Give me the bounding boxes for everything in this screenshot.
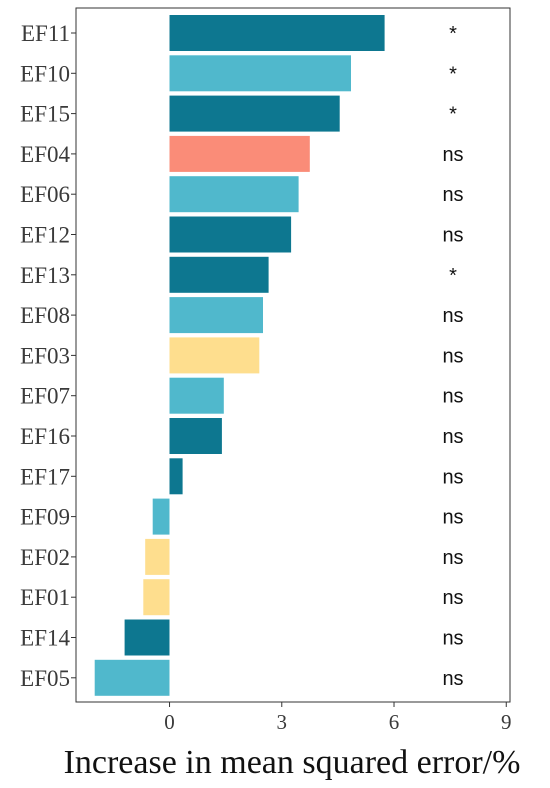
y-tick-label: EF11 — [21, 21, 70, 46]
x-tick-label: 9 — [501, 710, 512, 734]
y-tick-label: EF02 — [20, 545, 70, 570]
y-tick-label: EF12 — [20, 223, 70, 248]
significance-label: * — [449, 23, 457, 45]
bars-layer — [94, 15, 385, 696]
y-tick-label: EF08 — [20, 303, 70, 328]
significance-label: ns — [442, 184, 463, 206]
significance-label: ns — [442, 466, 463, 488]
bar-ef17 — [169, 458, 183, 495]
x-tick-label: 3 — [277, 710, 288, 734]
bar-ef06 — [169, 176, 299, 213]
y-tick-label: EF15 — [20, 102, 70, 127]
y-tick-label: EF07 — [20, 384, 70, 409]
significance-label: ns — [442, 587, 463, 609]
bar-ef11 — [169, 15, 385, 51]
bar-ef01 — [143, 579, 170, 616]
bar-ef09 — [152, 498, 170, 535]
y-tick-label: EF16 — [20, 424, 70, 449]
significance-label: ns — [442, 668, 463, 690]
significance-label: ns — [442, 144, 463, 166]
significance-label: ns — [442, 628, 463, 650]
bar-ef02 — [145, 538, 170, 575]
bar-ef05 — [94, 659, 170, 696]
bar-ef14 — [124, 619, 170, 656]
bar-ef13 — [169, 256, 269, 293]
bar-ef16 — [169, 418, 222, 454]
y-tick-label: EF09 — [20, 505, 70, 530]
significance-label: ns — [442, 345, 463, 367]
y-tick-label: EF04 — [20, 142, 70, 167]
y-tick-label: EF13 — [20, 263, 70, 288]
bar-ef03 — [169, 337, 260, 374]
x-tick-label: 0 — [164, 710, 175, 734]
significance-label: ns — [442, 426, 463, 448]
significance-label: ns — [442, 547, 463, 569]
bar-ef10 — [169, 55, 351, 92]
y-tick-label: EF10 — [20, 61, 70, 86]
significance-label: ns — [442, 507, 463, 529]
y-tick-label: EF01 — [20, 585, 70, 610]
y-tick-label: EF03 — [20, 343, 70, 368]
significance-layer: * * * ns ns ns * ns ns ns ns ns ns ns ns ns ns — [442, 23, 463, 690]
significance-label: * — [449, 265, 457, 287]
bar-ef12 — [169, 216, 292, 253]
significance-label: ns — [442, 386, 463, 408]
x-axis: 0 3 6 9 — [164, 702, 512, 734]
y-axis: EF11 EF10 EF15 EF04 EF06 EF12 EF13 EF08 EF03 EF07… — [20, 21, 76, 691]
significance-label: * — [449, 63, 457, 85]
y-tick-label: EF17 — [20, 464, 70, 489]
significance-label: * — [449, 104, 457, 126]
significance-label: ns — [442, 305, 463, 327]
bar-ef04 — [169, 135, 310, 172]
y-tick-label: EF14 — [20, 626, 70, 651]
x-axis-title: Increase in mean squared error/% — [64, 744, 521, 781]
y-tick-label: EF05 — [20, 666, 70, 691]
bar-ef15 — [169, 95, 340, 132]
y-tick-label: EF06 — [20, 182, 70, 207]
bar-ef07 — [169, 377, 224, 414]
significance-label: ns — [442, 225, 463, 247]
bar-ef08 — [169, 297, 263, 334]
x-tick-label: 6 — [389, 710, 400, 734]
